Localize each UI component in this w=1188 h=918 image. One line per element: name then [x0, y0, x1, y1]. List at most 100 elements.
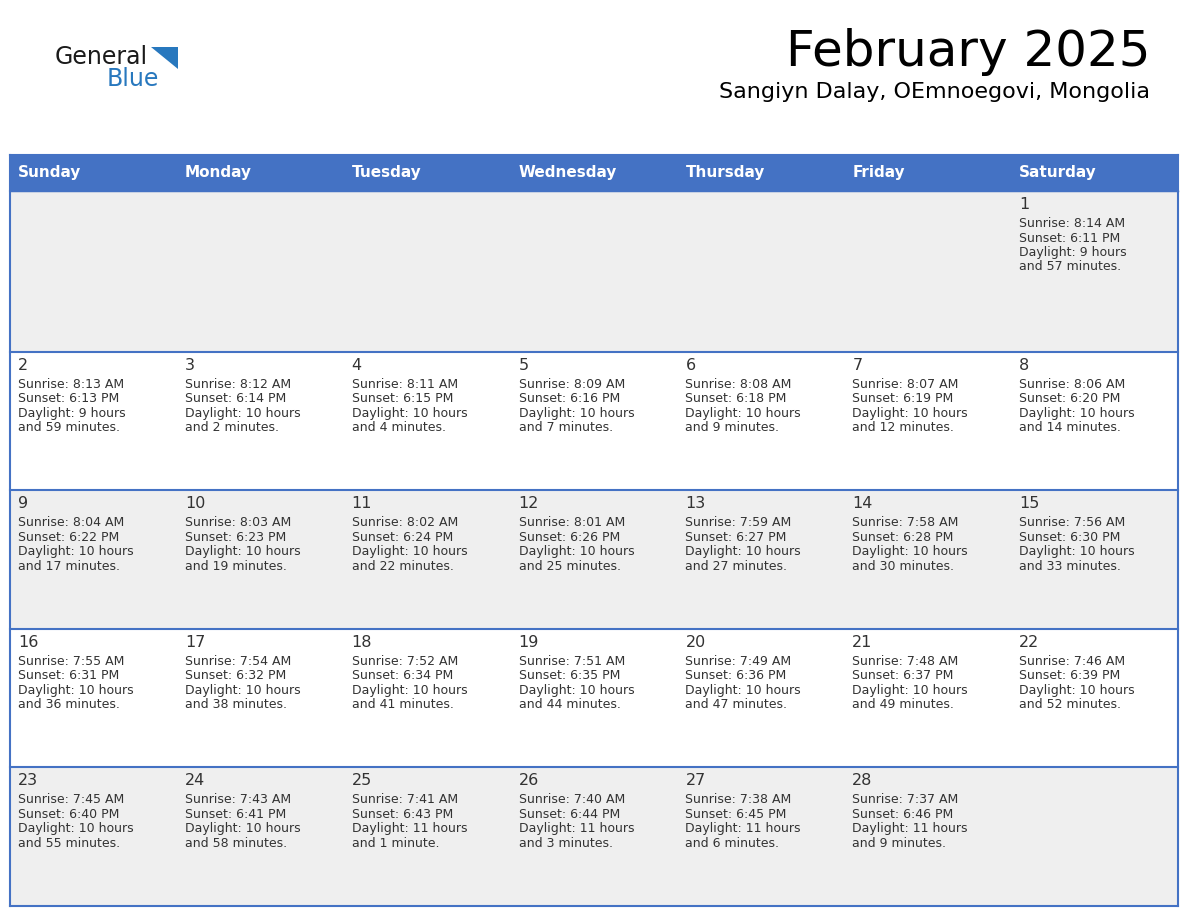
- Bar: [10, 629, 1178, 767]
- Text: Daylight: 9 hours: Daylight: 9 hours: [18, 407, 126, 420]
- Text: 6: 6: [685, 358, 695, 373]
- Text: Sunrise: 8:12 AM: Sunrise: 8:12 AM: [185, 378, 291, 391]
- Text: Sunset: 6:11 PM: Sunset: 6:11 PM: [1019, 231, 1120, 244]
- Text: 21: 21: [852, 635, 873, 650]
- Text: Daylight: 11 hours: Daylight: 11 hours: [685, 823, 801, 835]
- Text: Sunset: 6:27 PM: Sunset: 6:27 PM: [685, 531, 786, 543]
- Text: Daylight: 10 hours: Daylight: 10 hours: [18, 545, 133, 558]
- Text: Saturday: Saturday: [1019, 165, 1097, 181]
- Text: Sunrise: 8:03 AM: Sunrise: 8:03 AM: [185, 517, 291, 530]
- Text: Daylight: 10 hours: Daylight: 10 hours: [519, 684, 634, 697]
- Text: 26: 26: [519, 774, 539, 789]
- Text: Sunset: 6:31 PM: Sunset: 6:31 PM: [18, 669, 119, 682]
- Text: and 4 minutes.: and 4 minutes.: [352, 421, 446, 434]
- Text: Sunrise: 7:49 AM: Sunrise: 7:49 AM: [685, 655, 791, 668]
- Text: Sunrise: 7:46 AM: Sunrise: 7:46 AM: [1019, 655, 1125, 668]
- Text: and 19 minutes.: and 19 minutes.: [185, 560, 286, 573]
- Text: 15: 15: [1019, 497, 1040, 511]
- Text: Sunset: 6:30 PM: Sunset: 6:30 PM: [1019, 531, 1120, 543]
- Text: Sunset: 6:24 PM: Sunset: 6:24 PM: [352, 531, 453, 543]
- Text: and 2 minutes.: and 2 minutes.: [185, 421, 279, 434]
- Bar: [10, 767, 1178, 906]
- Bar: [10, 490, 1178, 629]
- Text: 11: 11: [352, 497, 372, 511]
- Text: Sunrise: 7:58 AM: Sunrise: 7:58 AM: [852, 517, 959, 530]
- Text: and 7 minutes.: and 7 minutes.: [519, 421, 613, 434]
- Text: Sunrise: 8:13 AM: Sunrise: 8:13 AM: [18, 378, 124, 391]
- Text: Sunrise: 7:55 AM: Sunrise: 7:55 AM: [18, 655, 125, 668]
- Text: Daylight: 9 hours: Daylight: 9 hours: [1019, 246, 1126, 259]
- Text: Sunrise: 7:43 AM: Sunrise: 7:43 AM: [185, 793, 291, 807]
- Text: 28: 28: [852, 774, 873, 789]
- Text: 24: 24: [185, 774, 206, 789]
- Bar: [10, 155, 1178, 191]
- Text: Sunset: 6:19 PM: Sunset: 6:19 PM: [852, 392, 954, 406]
- Text: 8: 8: [1019, 358, 1029, 373]
- Text: Friday: Friday: [852, 165, 905, 181]
- Text: Sunset: 6:22 PM: Sunset: 6:22 PM: [18, 531, 119, 543]
- Text: and 27 minutes.: and 27 minutes.: [685, 560, 788, 573]
- Polygon shape: [151, 47, 178, 69]
- Text: Sunrise: 7:59 AM: Sunrise: 7:59 AM: [685, 517, 791, 530]
- Text: and 58 minutes.: and 58 minutes.: [185, 837, 287, 850]
- Text: and 30 minutes.: and 30 minutes.: [852, 560, 954, 573]
- Text: 25: 25: [352, 774, 372, 789]
- Text: Sunrise: 8:04 AM: Sunrise: 8:04 AM: [18, 517, 125, 530]
- Text: 9: 9: [18, 497, 29, 511]
- Text: Daylight: 10 hours: Daylight: 10 hours: [185, 823, 301, 835]
- Text: Sunset: 6:23 PM: Sunset: 6:23 PM: [185, 531, 286, 543]
- Text: Sunset: 6:41 PM: Sunset: 6:41 PM: [185, 808, 286, 821]
- Text: and 52 minutes.: and 52 minutes.: [1019, 699, 1121, 711]
- Text: February 2025: February 2025: [785, 28, 1150, 76]
- Text: Daylight: 10 hours: Daylight: 10 hours: [1019, 407, 1135, 420]
- Text: Monday: Monday: [185, 165, 252, 181]
- Text: Daylight: 10 hours: Daylight: 10 hours: [1019, 684, 1135, 697]
- Text: Wednesday: Wednesday: [519, 165, 617, 181]
- Text: and 22 minutes.: and 22 minutes.: [352, 560, 454, 573]
- Text: 18: 18: [352, 635, 372, 650]
- Text: and 25 minutes.: and 25 minutes.: [519, 560, 620, 573]
- Text: Sunset: 6:13 PM: Sunset: 6:13 PM: [18, 392, 119, 406]
- Text: and 9 minutes.: and 9 minutes.: [685, 421, 779, 434]
- Text: 20: 20: [685, 635, 706, 650]
- Text: Sunrise: 8:14 AM: Sunrise: 8:14 AM: [1019, 217, 1125, 230]
- Text: Thursday: Thursday: [685, 165, 765, 181]
- Text: Sunset: 6:37 PM: Sunset: 6:37 PM: [852, 669, 954, 682]
- Text: 13: 13: [685, 497, 706, 511]
- Text: Daylight: 10 hours: Daylight: 10 hours: [18, 823, 133, 835]
- Text: Sunrise: 7:51 AM: Sunrise: 7:51 AM: [519, 655, 625, 668]
- Text: Sunrise: 7:37 AM: Sunrise: 7:37 AM: [852, 793, 959, 807]
- Text: and 38 minutes.: and 38 minutes.: [185, 699, 286, 711]
- Text: 22: 22: [1019, 635, 1040, 650]
- Text: Sunrise: 8:02 AM: Sunrise: 8:02 AM: [352, 517, 457, 530]
- Text: Daylight: 10 hours: Daylight: 10 hours: [519, 545, 634, 558]
- Text: Sunset: 6:28 PM: Sunset: 6:28 PM: [852, 531, 954, 543]
- Text: Sunset: 6:40 PM: Sunset: 6:40 PM: [18, 808, 119, 821]
- Text: Daylight: 10 hours: Daylight: 10 hours: [852, 684, 968, 697]
- Text: General: General: [55, 45, 148, 69]
- Text: Sunset: 6:34 PM: Sunset: 6:34 PM: [352, 669, 453, 682]
- Text: Sunset: 6:15 PM: Sunset: 6:15 PM: [352, 392, 453, 406]
- Text: Sunrise: 7:54 AM: Sunrise: 7:54 AM: [185, 655, 291, 668]
- Text: 2: 2: [18, 358, 29, 373]
- Text: Daylight: 10 hours: Daylight: 10 hours: [185, 545, 301, 558]
- Text: 4: 4: [352, 358, 362, 373]
- Text: and 1 minute.: and 1 minute.: [352, 837, 440, 850]
- Text: 16: 16: [18, 635, 38, 650]
- Text: Daylight: 10 hours: Daylight: 10 hours: [185, 407, 301, 420]
- Text: Sunrise: 8:01 AM: Sunrise: 8:01 AM: [519, 517, 625, 530]
- Text: Sunset: 6:39 PM: Sunset: 6:39 PM: [1019, 669, 1120, 682]
- Text: Sunset: 6:44 PM: Sunset: 6:44 PM: [519, 808, 620, 821]
- Text: Daylight: 11 hours: Daylight: 11 hours: [352, 823, 467, 835]
- Text: Sunrise: 8:09 AM: Sunrise: 8:09 AM: [519, 378, 625, 391]
- Text: Sunrise: 8:11 AM: Sunrise: 8:11 AM: [352, 378, 457, 391]
- Text: 1: 1: [1019, 197, 1029, 212]
- Text: and 49 minutes.: and 49 minutes.: [852, 699, 954, 711]
- Text: Daylight: 10 hours: Daylight: 10 hours: [685, 407, 801, 420]
- Text: Daylight: 11 hours: Daylight: 11 hours: [852, 823, 968, 835]
- Text: Sunrise: 7:48 AM: Sunrise: 7:48 AM: [852, 655, 959, 668]
- Text: Sunrise: 7:56 AM: Sunrise: 7:56 AM: [1019, 517, 1125, 530]
- Text: Sunset: 6:45 PM: Sunset: 6:45 PM: [685, 808, 786, 821]
- Text: Sunrise: 8:06 AM: Sunrise: 8:06 AM: [1019, 378, 1125, 391]
- Text: Sunrise: 7:45 AM: Sunrise: 7:45 AM: [18, 793, 125, 807]
